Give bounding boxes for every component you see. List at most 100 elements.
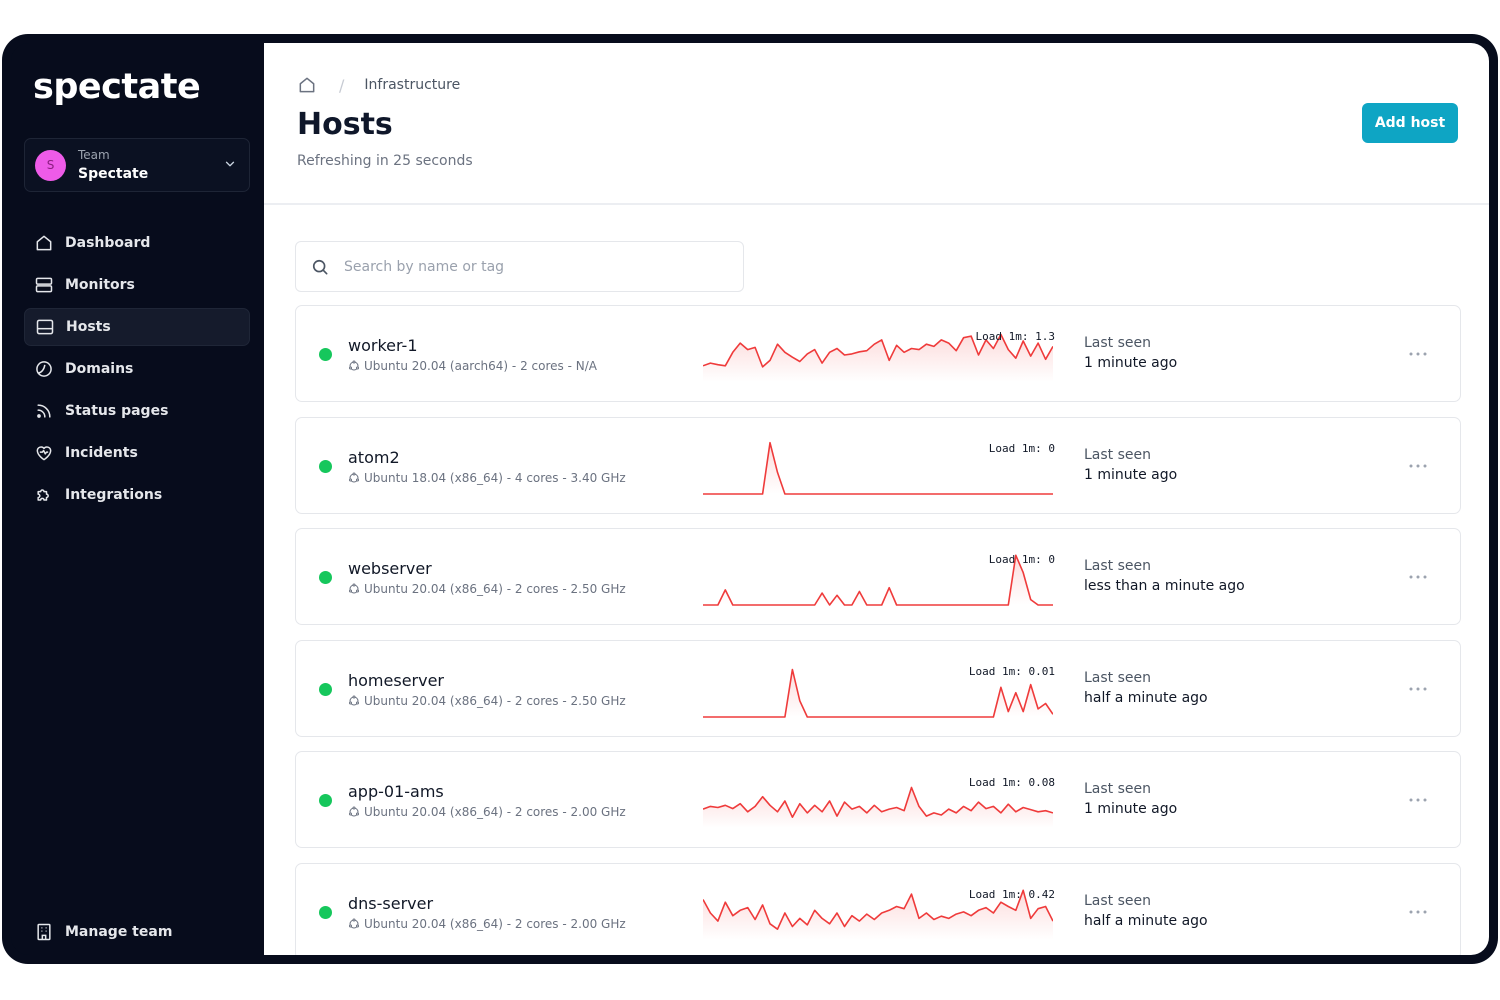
building-icon [34, 922, 54, 942]
sparkline-line [703, 554, 1053, 606]
host-meta: Ubuntu 20.04 (x86_64) - 2 cores - 2.00 G… [348, 917, 626, 931]
search-icon [312, 259, 328, 274]
host-card[interactable]: atom2 Ubuntu 18.04 (x86_64) - 4 cores - … [295, 416, 1461, 514]
sidebar-item-label: Status pages [65, 403, 169, 419]
host-card[interactable]: dns-server Ubuntu 20.04 (x86_64) - 2 cor… [295, 862, 1461, 955]
more-options-icon[interactable] [1407, 902, 1429, 922]
sidebar-nav: Dashboard Monitors Hosts Domains Status … [24, 224, 250, 518]
device-frame: spectate S Team Spectate Dashboard Monit… [2, 34, 1498, 964]
sidebar-item-label: Monitors [65, 277, 135, 293]
load-value: Load 1m: 0.42 [968, 887, 1055, 901]
sidebar-item-domains[interactable]: Domains [24, 350, 250, 388]
refresh-status: Refreshing in 25 seconds [297, 153, 473, 169]
status-online-indicator [319, 682, 332, 696]
host-name[interactable]: homeserver [348, 670, 445, 690]
sidebar-item-monitors[interactable]: Monitors [24, 266, 250, 304]
globe-icon [34, 359, 54, 379]
load-value: Load 1m: 0.01 [968, 664, 1055, 678]
add-host-button[interactable]: Add host [1362, 103, 1458, 143]
sidebar-item-hosts[interactable]: Hosts [24, 308, 250, 346]
more-options-icon[interactable] [1407, 344, 1429, 364]
host-meta: Ubuntu 20.04 (x86_64) - 2 cores - 2.50 G… [348, 582, 626, 596]
host-icon [35, 317, 55, 337]
load-sparkline [703, 889, 1053, 940]
load-sparkline [703, 554, 1053, 606]
sidebar-item-label: Incidents [65, 445, 138, 461]
status-online-indicator [319, 905, 332, 919]
host-name[interactable]: dns-server [348, 893, 434, 913]
avatar: S [35, 150, 66, 181]
sparkline-area [703, 890, 1053, 940]
status-online-indicator [319, 459, 332, 473]
team-name: Spectate [78, 166, 149, 182]
host-meta: Ubuntu 20.04 (x86_64) - 2 cores - 2.00 G… [348, 805, 626, 819]
home-icon[interactable] [297, 75, 317, 95]
host-name[interactable]: webserver [348, 559, 432, 579]
host-meta-text: Ubuntu 20.04 (x86_64) - 2 cores - 2.50 G… [364, 693, 626, 708]
last-seen-label: Last seen [1084, 446, 1152, 463]
host-card[interactable]: app-01-ams Ubuntu 20.04 (x86_64) - 2 cor… [295, 751, 1461, 849]
team-caption: Team [78, 148, 110, 162]
sidebar-item-label: Domains [65, 361, 134, 377]
breadcrumb-separator: / [339, 75, 345, 95]
server-icon [34, 275, 54, 295]
host-meta: Ubuntu 20.04 (aarch64) - 2 cores - N/A [348, 359, 597, 373]
status-online-indicator [319, 348, 332, 361]
os-icon [349, 918, 359, 929]
host-meta: Ubuntu 20.04 (x86_64) - 2 cores - 2.50 G… [348, 694, 626, 708]
load-value: Load 1m: 1.3 [975, 330, 1055, 343]
host-meta-text: Ubuntu 20.04 (aarch64) - 2 cores - N/A [364, 359, 597, 373]
host-card[interactable]: worker-1 Ubuntu 20.04 (aarch64) - 2 core… [295, 305, 1461, 402]
sidebar-item-status-pages[interactable]: Status pages [24, 392, 250, 430]
sparkline-line [703, 441, 1053, 495]
os-icon [349, 695, 359, 706]
main-content: / Infrastructure Hosts Refreshing in 25 … [264, 43, 1489, 955]
last-seen-value: half a minute ago [1084, 912, 1208, 929]
page-header: / Infrastructure Hosts Refreshing in 25 … [264, 43, 1489, 205]
load-sparkline [703, 787, 1053, 829]
manage-team-link[interactable]: Manage team [34, 922, 172, 942]
os-icon [349, 360, 359, 371]
manage-team-label: Manage team [65, 924, 173, 940]
last-seen-label: Last seen [1084, 558, 1152, 575]
load-value: Load 1m: 0.08 [968, 776, 1055, 790]
rss-icon [34, 401, 54, 421]
sidebar-item-dashboard[interactable]: Dashboard [24, 224, 250, 262]
home-icon [34, 233, 54, 253]
last-seen-value: less than a minute ago [1084, 578, 1245, 595]
sparkline-area [703, 334, 1053, 382]
last-seen-label: Last seen [1084, 669, 1152, 686]
sparkline-line [703, 889, 1053, 930]
more-options-icon[interactable] [1407, 456, 1429, 476]
load-sparkline [703, 333, 1053, 382]
sparkline-line [703, 787, 1053, 819]
more-options-icon[interactable] [1407, 790, 1429, 810]
sidebar-item-incidents[interactable]: Incidents [24, 434, 250, 472]
team-switcher[interactable]: S Team Spectate [24, 138, 250, 192]
app-window: spectate S Team Spectate Dashboard Monit… [11, 43, 1489, 955]
sparkline-area [703, 669, 1053, 717]
host-name[interactable]: app-01-ams [348, 782, 444, 802]
more-options-icon[interactable] [1407, 679, 1429, 699]
host-card[interactable]: webserver Ubuntu 20.04 (x86_64) - 2 core… [295, 528, 1461, 626]
more-options-icon[interactable] [1407, 567, 1429, 587]
breadcrumb-current[interactable]: Infrastructure [364, 77, 461, 93]
load-value: Load 1m: 0 [988, 553, 1055, 567]
puzzle-icon [34, 485, 54, 505]
host-meta: Ubuntu 18.04 (x86_64) - 4 cores - 3.40 G… [348, 471, 626, 485]
status-online-indicator [319, 794, 332, 808]
last-seen-label: Last seen [1084, 781, 1152, 798]
host-name[interactable]: worker-1 [348, 336, 418, 355]
search-box [295, 241, 744, 292]
host-name[interactable]: atom2 [348, 447, 400, 467]
search-input[interactable] [344, 258, 724, 275]
sidebar-item-integrations[interactable]: Integrations [24, 476, 250, 514]
os-icon [349, 806, 359, 817]
sidebar-item-label: Integrations [65, 487, 163, 503]
chevron-down-icon [225, 161, 235, 167]
sparkline-area [703, 442, 1053, 494]
host-card[interactable]: homeserver Ubuntu 20.04 (x86_64) - 2 cor… [295, 639, 1461, 737]
sidebar-item-label: Dashboard [65, 235, 151, 251]
sidebar: spectate S Team Spectate Dashboard Monit… [11, 43, 264, 955]
page-title: Hosts [297, 107, 393, 142]
